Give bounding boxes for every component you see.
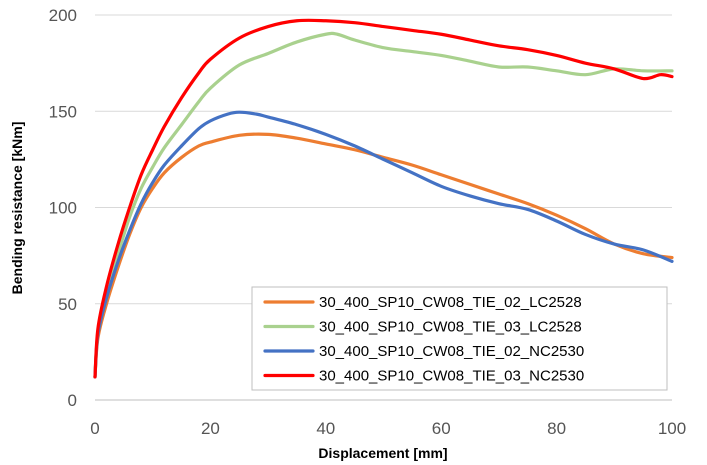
plot-area-series [93, 18, 674, 379]
legend-label-3: 30_400_SP10_CW08_TIE_02_NC2530 [319, 343, 584, 360]
x-tick-label: 20 [201, 419, 220, 438]
legend-label-1: 30_400_SP10_CW08_TIE_02_LC2528 [319, 294, 582, 311]
x-tick-label: 80 [547, 419, 566, 438]
series-line-2 [93, 31, 674, 379]
legend-items: 30_400_SP10_CW08_TIE_02_LC2528 30_400_SP1… [263, 294, 584, 385]
x-axis-title: Displacement [mm] [318, 445, 447, 461]
y-tick-label: 50 [58, 295, 77, 314]
y-axis-title: Bending resistance [kNm] [9, 122, 25, 295]
legend-label-2: 30_400_SP10_CW08_TIE_03_LC2528 [319, 319, 582, 336]
x-tick-label: 100 [658, 419, 686, 438]
y-tick-label: 200 [49, 6, 77, 25]
x-tick-label: 60 [432, 419, 451, 438]
legend: 30_400_SP10_CW08_TIE_02_LC2528 30_400_SP1… [251, 286, 668, 391]
series-line-3 [93, 110, 674, 379]
x-tick-label: 40 [316, 419, 335, 438]
y-tick-label: 150 [49, 102, 77, 121]
series-line-4 [93, 18, 674, 379]
x-tick-labels: 0 20 40 60 80 100 [90, 419, 686, 438]
legend-label-4: 30_400_SP10_CW08_TIE_03_NC2530 [319, 368, 584, 385]
y-tick-labels: 0 50 100 150 200 [49, 6, 77, 410]
y-tick-label: 100 [49, 199, 77, 218]
legend-box [251, 286, 668, 391]
x-tick-label: 0 [90, 419, 99, 438]
y-tick-label: 0 [68, 391, 77, 410]
